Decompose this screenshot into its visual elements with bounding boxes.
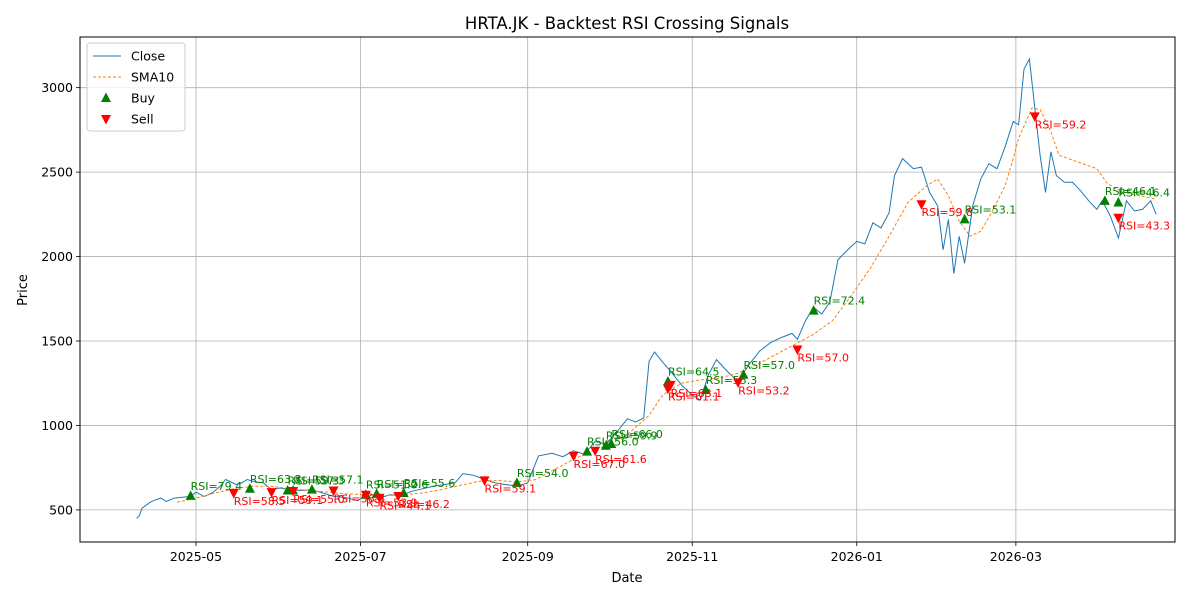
buy-signal-label: RSI=46.4 xyxy=(1118,187,1170,200)
sell-signal-label: RSI=56.8 xyxy=(334,492,386,505)
sell-marker xyxy=(733,378,744,388)
legend-label: Sell xyxy=(131,112,154,127)
buy-signal-label: RSI=57.1 xyxy=(312,474,364,487)
buy-signal-label: RSI=66.0 xyxy=(611,428,663,441)
sell-marker xyxy=(665,380,676,391)
sell-signal-label: RSI=57.0 xyxy=(797,351,849,364)
sma10-line xyxy=(176,107,1157,503)
sell-signal-label: RSI=46.2 xyxy=(398,498,450,511)
chart-title: HRTA.JK - Backtest RSI Crossing Signals xyxy=(465,14,789,33)
sell-signal-label: RSI=59.8 xyxy=(921,206,973,219)
sell-marker xyxy=(916,200,927,210)
legend-label: Close xyxy=(131,49,165,64)
buy-signal-label: RSI=46.1 xyxy=(1105,185,1157,198)
buy-signal-label: RSI=53.1 xyxy=(965,203,1017,216)
close-price-line xyxy=(136,57,1157,519)
sell-marker xyxy=(479,476,490,486)
legend-buy-swatch xyxy=(101,92,111,102)
sell-marker xyxy=(328,486,339,496)
x-tick-label: 2025-07 xyxy=(334,549,386,564)
sell-signal-label: RSI=59.1 xyxy=(271,494,323,507)
sell-marker xyxy=(288,486,299,497)
sell-signal-label: RSI=55.0 xyxy=(293,493,345,506)
x-tick-label: 2026-01 xyxy=(831,549,883,564)
axes: 2025-05 2025-07 2025-09 2025-11 2026-01 2026-… xyxy=(41,80,1042,564)
y-tick-label: 1000 xyxy=(41,418,73,433)
sell-signal-label: RSI=53.2 xyxy=(738,384,790,397)
buy-marker xyxy=(306,484,317,494)
buy-signal-label: RSI=64.5 xyxy=(668,366,720,379)
y-tick-label: 2000 xyxy=(41,249,73,264)
buy-marker xyxy=(738,369,749,379)
grid xyxy=(80,37,1175,542)
buy-marker xyxy=(700,384,711,394)
buy-marker xyxy=(511,477,522,487)
x-tick-label: 2025-09 xyxy=(502,549,554,564)
sell-marker xyxy=(1113,213,1124,224)
y-tick-label: 500 xyxy=(49,502,73,517)
buy-signal-label: RSI=51.0 xyxy=(366,479,418,492)
buy-signal-label: RSI=63.3 xyxy=(250,473,302,486)
plot-area xyxy=(136,57,1157,519)
buy-marker xyxy=(606,438,617,449)
legend-label: SMA10 xyxy=(131,70,174,85)
buy-signal-label: RSI=57.3 xyxy=(293,474,345,487)
buy-signal-label: RSI=54.0 xyxy=(517,467,569,480)
legend-sell-swatch xyxy=(101,115,111,125)
sell-signal-label: RSI=43.3 xyxy=(1118,220,1170,233)
buy-marker xyxy=(959,213,970,224)
sell-marker xyxy=(374,493,385,504)
x-tick-label: 2026-03 xyxy=(990,549,1042,564)
buy-signal-label: RSI=52.6 xyxy=(377,478,429,491)
buy-signal-label: RSI=72.4 xyxy=(814,295,866,308)
sell-signal-label: RSI=59.2 xyxy=(1035,118,1087,131)
signal-markers: RSI=79.4RSI=63.3RSI=59.3RSI=57.3RSI=57.1… xyxy=(185,112,1170,513)
sell-marker xyxy=(266,488,277,498)
buy-signal-label: RSI=57.0 xyxy=(743,359,795,372)
y-tick-label: 2500 xyxy=(41,165,73,180)
buy-marker xyxy=(808,305,819,315)
sell-signal-label: RSI=67.0 xyxy=(574,458,626,471)
buy-signal-label: RSI=59.9 xyxy=(606,430,658,443)
sell-signal-label: RSI=58.5 xyxy=(234,495,286,508)
sell-marker xyxy=(1029,112,1040,122)
buy-signal-label: RSI=55.6 xyxy=(404,477,456,490)
buy-signal-label: RSI=59.3 xyxy=(288,474,340,487)
sell-signal-label: RSI=61.1 xyxy=(668,391,720,404)
sell-signal-label: RSI=44.1 xyxy=(379,500,431,513)
buy-marker xyxy=(244,483,255,493)
sell-signal-label: RSI=59.1 xyxy=(485,482,537,495)
plot-frame xyxy=(79,36,1176,543)
legend-label: Buy xyxy=(131,91,155,106)
sell-marker xyxy=(393,492,404,502)
sell-marker xyxy=(228,489,239,499)
sell-marker xyxy=(792,345,803,355)
y-tick-label: 3000 xyxy=(41,80,73,95)
legend: Close SMA10 Buy Sell xyxy=(86,42,186,132)
sell-marker xyxy=(568,451,579,462)
buy-marker xyxy=(185,490,196,500)
y-axis-label: Price xyxy=(16,274,31,306)
legend-box xyxy=(86,42,186,132)
sell-signal-label: RSI=63.1 xyxy=(671,387,723,400)
buy-marker xyxy=(1099,195,1110,205)
y-tick-label: 1500 xyxy=(41,334,73,349)
x-tick-label: 2025-11 xyxy=(666,549,718,564)
x-tick-label: 2025-05 xyxy=(170,549,222,564)
buy-marker xyxy=(582,446,593,456)
x-axis-label: Date xyxy=(611,571,642,586)
sell-marker xyxy=(590,446,601,457)
sell-signal-label: RSI=61.6 xyxy=(595,453,647,466)
buy-marker xyxy=(1113,197,1124,207)
sell-marker xyxy=(360,490,371,501)
